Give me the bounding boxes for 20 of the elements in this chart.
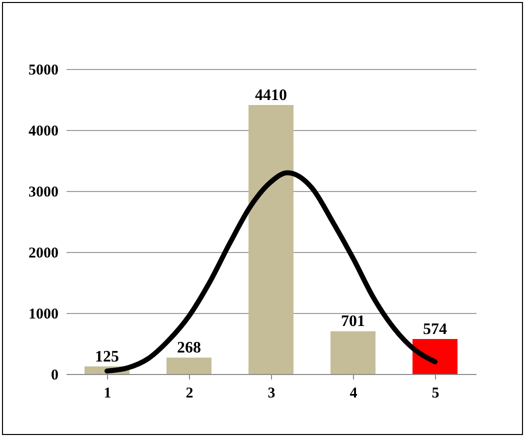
y-tick-label: 5000	[28, 62, 58, 78]
data-label: 268	[177, 340, 201, 357]
x-tick-label: 3	[268, 386, 276, 402]
y-tick-label: 2000	[28, 246, 58, 262]
data-label: 574	[423, 320, 447, 338]
y-tick-label: 0	[51, 368, 58, 384]
bar	[248, 104, 294, 374]
y-tick-label: 1000	[28, 306, 58, 322]
y-tick-label: 3000	[28, 184, 58, 200]
x-tick-label: 1	[104, 386, 112, 402]
data-label: 701	[341, 313, 365, 330]
x-tick-label: 4	[350, 386, 358, 402]
data-label: 125	[95, 348, 119, 366]
y-tick-label: 4000	[28, 124, 58, 140]
bar	[166, 358, 212, 374]
data-label: 4410	[255, 86, 287, 104]
x-tick-label: 5	[432, 386, 440, 402]
x-tick-label: 2	[186, 386, 194, 402]
bar	[330, 331, 376, 374]
bar	[412, 338, 458, 374]
